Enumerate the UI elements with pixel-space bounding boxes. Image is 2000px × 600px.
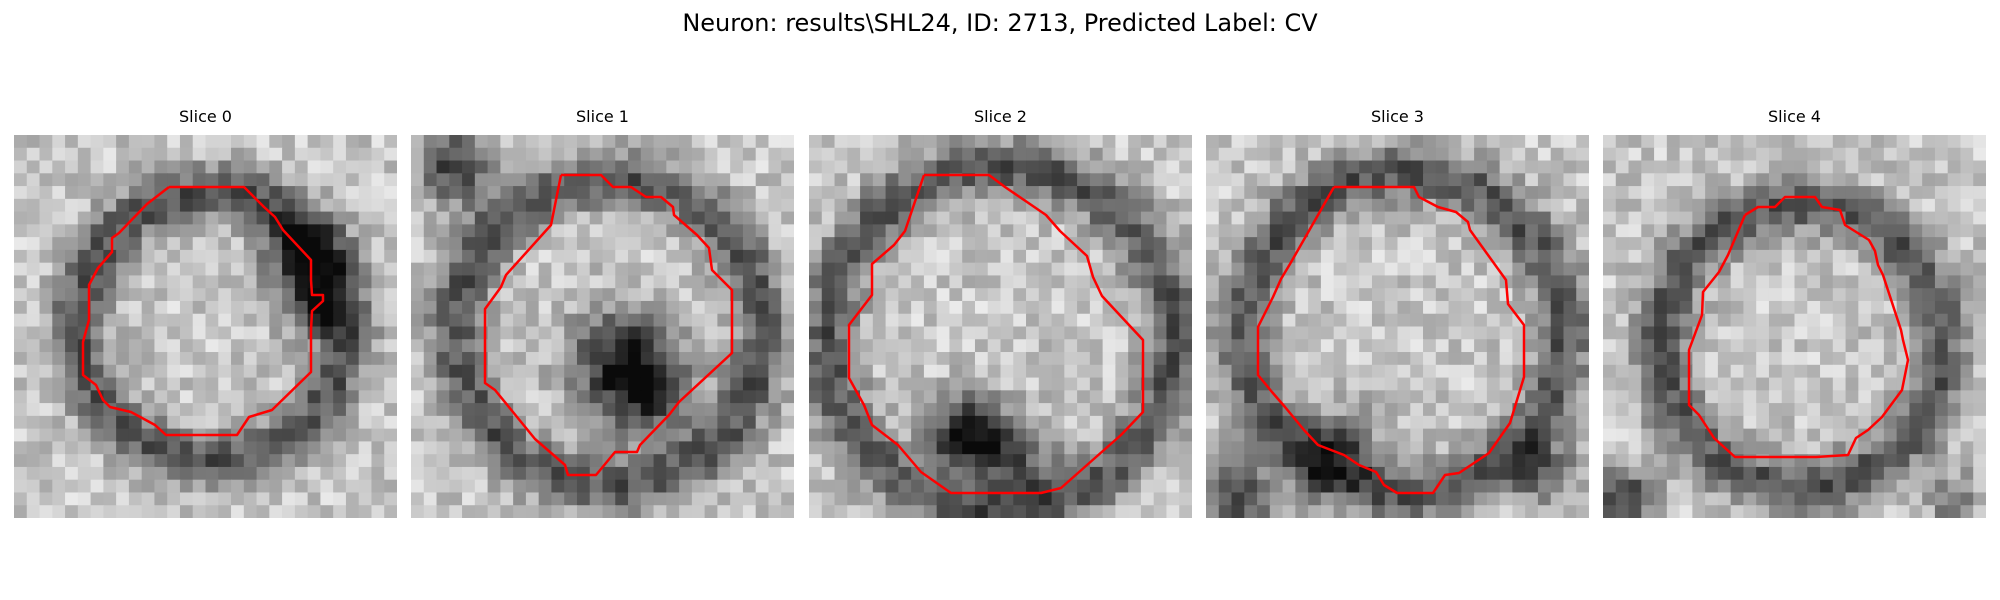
slice-image-3 <box>1206 135 1589 518</box>
slice-image-1 <box>411 135 794 518</box>
slice-title: Slice 2 <box>974 107 1027 126</box>
slice-title: Slice 1 <box>576 107 629 126</box>
slice-image-4 <box>1603 135 1986 518</box>
slice-title: Slice 0 <box>179 107 232 126</box>
slice-panel-4: Slice 4 <box>1603 107 1986 520</box>
slice-panel-0: Slice 0 <box>14 107 397 520</box>
slice-panel-2: Slice 2 <box>809 107 1192 520</box>
slice-panel-1: Slice 1 <box>411 107 794 520</box>
slice-title: Slice 4 <box>1768 107 1821 126</box>
slice-panel-3: Slice 3 <box>1206 107 1589 520</box>
figure-title: Neuron: results\SHL24, ID: 2713, Predict… <box>682 9 1318 37</box>
slice-title: Slice 3 <box>1371 107 1424 126</box>
slice-image-2 <box>809 135 1192 518</box>
slice-image-0 <box>14 135 397 518</box>
